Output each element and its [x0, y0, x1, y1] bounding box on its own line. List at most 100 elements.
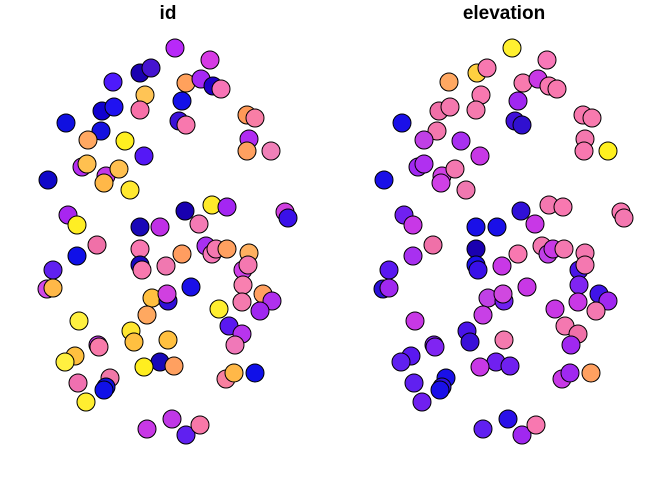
point-id-46 — [172, 244, 192, 264]
point-elevation-94 — [498, 409, 518, 429]
point-id-85 — [245, 363, 265, 383]
point-elevation-20 — [414, 130, 434, 150]
point-id-50 — [217, 239, 237, 259]
point-id-24 — [237, 141, 257, 161]
point-elevation-12 — [440, 97, 460, 117]
point-elevation-13 — [466, 100, 486, 120]
point-elevation-96 — [526, 415, 546, 435]
point-elevation-38 — [525, 214, 545, 234]
point-elevation-2 — [439, 72, 459, 92]
point-id-40 — [217, 197, 237, 217]
point-id-43 — [87, 235, 107, 255]
point-elevation-34 — [403, 215, 423, 235]
point-id-29 — [109, 159, 129, 179]
point-elevation-31 — [456, 180, 476, 200]
point-elevation-78 — [494, 330, 514, 350]
point-id-79 — [225, 335, 245, 355]
point-id-4 — [141, 58, 161, 78]
point-elevation-10 — [508, 91, 528, 111]
point-id-10 — [172, 91, 192, 111]
point-id-18 — [245, 108, 265, 128]
panel-id: id — [37, 3, 298, 445]
point-id-69 — [250, 301, 270, 321]
point-elevation-18 — [582, 108, 602, 128]
point-elevation-79 — [561, 335, 581, 355]
point-elevation-77 — [460, 332, 480, 352]
point-id-42 — [278, 208, 298, 228]
point-id-67 — [232, 292, 252, 312]
point-id-68 — [209, 299, 229, 319]
point-elevation-61 — [569, 275, 589, 295]
point-id-95 — [176, 425, 196, 445]
point-elevation-76 — [425, 337, 445, 357]
point-id-57 — [238, 255, 258, 275]
point-id-1 — [200, 50, 220, 70]
point-id-16 — [176, 115, 196, 135]
point-elevation-21 — [451, 131, 471, 151]
point-elevation-8 — [547, 79, 567, 99]
point-elevation-43 — [423, 235, 443, 255]
point-id-31 — [120, 180, 140, 200]
point-elevation-85 — [581, 363, 601, 383]
point-id-38 — [189, 214, 209, 234]
point-id-13 — [130, 100, 150, 120]
point-id-21 — [115, 131, 135, 151]
point-id-91 — [94, 380, 114, 400]
point-id-78 — [158, 330, 178, 350]
point-elevation-19 — [427, 121, 447, 141]
point-elevation-24 — [574, 141, 594, 161]
point-elevation-29 — [445, 159, 465, 179]
point-elevation-67 — [568, 292, 588, 312]
point-id-23 — [134, 146, 154, 166]
point-id-35 — [130, 217, 150, 237]
point-id-92 — [76, 392, 96, 412]
point-elevation-60 — [517, 277, 537, 297]
point-id-34 — [67, 215, 87, 235]
point-id-66 — [157, 284, 177, 304]
point-elevation-83 — [470, 357, 490, 377]
point-id-12 — [104, 97, 124, 117]
point-id-30 — [94, 173, 114, 193]
point-id-25 — [261, 141, 281, 161]
point-id-37 — [175, 201, 195, 221]
panel-title-id: id — [160, 3, 177, 24]
point-elevation-93 — [473, 419, 493, 439]
point-elevation-68 — [545, 299, 565, 319]
point-elevation-59 — [379, 278, 399, 298]
point-id-61 — [233, 275, 253, 295]
point-id-53 — [132, 260, 152, 280]
point-id-19 — [91, 121, 111, 141]
point-elevation-55 — [492, 256, 512, 276]
point-id-54 — [43, 260, 63, 280]
point-elevation-70 — [473, 305, 493, 325]
point-elevation-57 — [575, 255, 595, 275]
point-elevation-42 — [614, 208, 634, 228]
point-id-60 — [181, 277, 201, 297]
point-elevation-35 — [466, 217, 486, 237]
point-id-71 — [69, 311, 89, 331]
point-elevation-44 — [466, 239, 486, 259]
panel-elevation: elevation — [373, 3, 634, 445]
point-id-96 — [190, 415, 210, 435]
panel-title-elevation: elevation — [463, 3, 545, 24]
point-id-93 — [137, 419, 157, 439]
point-id-84 — [164, 356, 184, 376]
point-elevation-4 — [477, 58, 497, 78]
point-elevation-40 — [553, 197, 573, 217]
point-id-36 — [150, 217, 170, 237]
point-id-77 — [124, 332, 144, 352]
point-id-45 — [67, 246, 87, 266]
points-elevation — [373, 38, 634, 445]
point-elevation-69 — [586, 301, 606, 321]
point-id-2 — [103, 72, 123, 92]
point-id-14 — [56, 113, 76, 133]
point-elevation-71 — [405, 311, 425, 331]
point-id-20 — [78, 130, 98, 150]
point-elevation-16 — [512, 115, 532, 135]
point-elevation-32 — [374, 170, 394, 190]
point-elevation-81 — [391, 352, 411, 372]
point-id-89 — [68, 373, 88, 393]
point-elevation-87 — [560, 363, 580, 383]
point-id-76 — [89, 337, 109, 357]
